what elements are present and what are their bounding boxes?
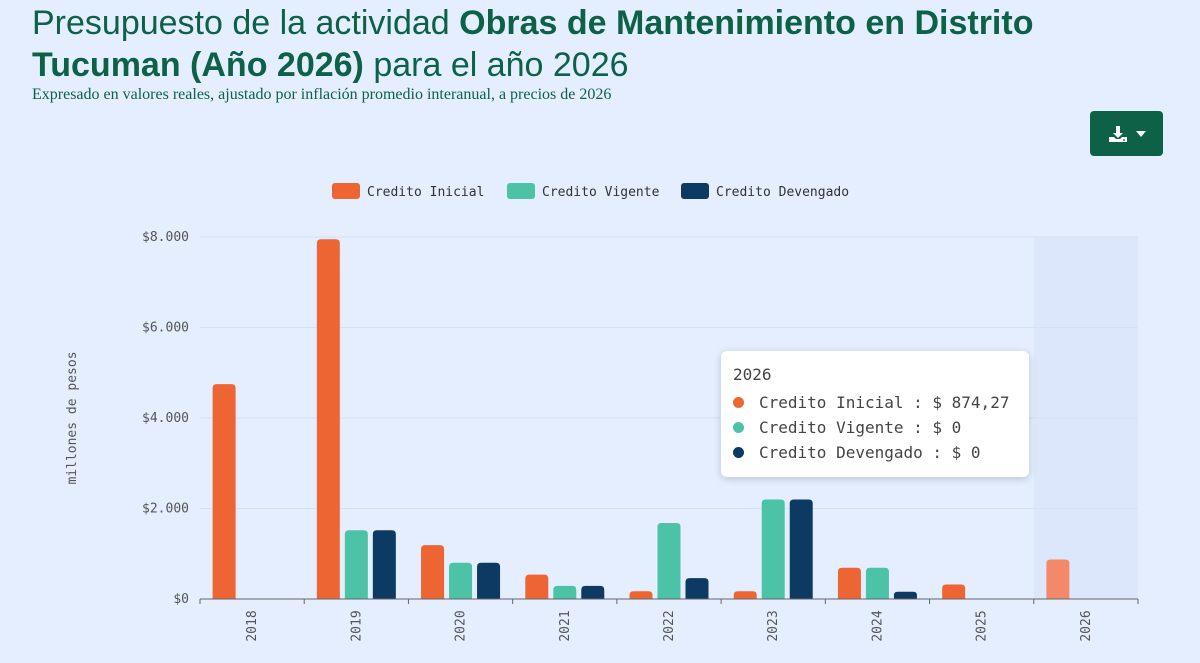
bar-credito-inicial-2020[interactable] — [421, 545, 445, 599]
tooltip-row-credito-devengado: Credito Devengado : $ 0 — [733, 440, 1029, 465]
y-tick-label: $2.000 — [142, 502, 189, 517]
legend-item-credito-vigente[interactable]: Credito Vigente — [507, 183, 660, 200]
bar-credito-vigente-2023[interactable] — [761, 499, 785, 599]
tooltip-dot-credito-vigente — [733, 422, 744, 433]
bar-credito-devengado-2021[interactable] — [581, 585, 605, 599]
y-tick-label: $6.000 — [142, 321, 189, 336]
x-tick-label-2025: 2025 — [975, 610, 990, 641]
bar-credito-inicial-2022[interactable] — [629, 591, 653, 599]
bar-credito-vigente-2024[interactable] — [865, 567, 889, 599]
bar-credito-inicial-2026[interactable] — [1046, 559, 1070, 599]
title-activity-name: Obras de Mantenimiento en Distrito Tucum… — [32, 4, 1034, 84]
bar-credito-devengado-2022[interactable] — [685, 578, 709, 599]
y-tick-label: $4.000 — [142, 411, 189, 426]
tooltip-dot-credito-inicial — [733, 397, 744, 408]
bar-credito-devengado-2020[interactable] — [477, 562, 501, 599]
x-tick-label-2020: 2020 — [454, 610, 469, 641]
bar-credito-inicial-2023[interactable] — [733, 591, 757, 599]
legend-swatch-credito-vigente — [507, 183, 535, 199]
chart-tooltip: 2026 Credito Inicial : $ 874,27 Credito … — [721, 351, 1029, 477]
legend-swatch-credito-inicial — [332, 183, 360, 199]
y-tick-label: $8.000 — [142, 230, 189, 245]
page-subtitle: Expresado en valores reales, ajustado po… — [32, 86, 612, 103]
tooltip-text-credito-devengado: Credito Devengado : $ 0 — [759, 443, 981, 462]
tooltip-text-credito-inicial: Credito Inicial : $ 874,27 — [759, 393, 1010, 412]
bar-credito-vigente-2022[interactable] — [657, 522, 681, 599]
bar-credito-devengado-2024[interactable] — [893, 591, 917, 599]
bar-credito-inicial-2025[interactable] — [942, 584, 966, 599]
bar-credito-devengado-2023[interactable] — [789, 499, 813, 599]
x-tick-label-2022: 2022 — [662, 610, 677, 641]
legend-label-credito-vigente: Credito Vigente — [542, 185, 660, 200]
bar-credito-inicial-2024[interactable] — [837, 567, 861, 599]
bar-credito-inicial-2018[interactable] — [212, 384, 236, 599]
tooltip-title: 2026 — [733, 365, 772, 384]
y-tick-label: $0 — [173, 592, 189, 607]
legend-item-credito-inicial[interactable]: Credito Inicial — [332, 183, 484, 200]
bar-credito-inicial-2019[interactable] — [316, 239, 340, 599]
x-tick-label-2024: 2024 — [870, 610, 885, 641]
tooltip-row-credito-vigente: Credito Vigente : $ 0 — [733, 415, 1029, 440]
bar-credito-vigente-2019[interactable] — [344, 530, 368, 599]
title-suffix: para el año 2026 — [363, 46, 629, 84]
tooltip-row-credito-inicial: Credito Inicial : $ 874,27 — [733, 390, 1029, 415]
caret-down-icon — [1135, 130, 1146, 137]
legend-item-credito-devengado[interactable]: Credito Devengado — [681, 183, 849, 200]
x-tick-label-2018: 2018 — [245, 610, 260, 641]
download-menu-button[interactable] — [1090, 111, 1163, 156]
y-axis-label: millones de pesos — [65, 351, 80, 484]
x-tick-label-2023: 2023 — [766, 610, 781, 641]
title-prefix: Presupuesto de la actividad — [32, 4, 460, 42]
x-tick-label-2026: 2026 — [1079, 610, 1094, 641]
legend-label-credito-devengado: Credito Devengado — [716, 185, 849, 200]
page-title: Presupuesto de la actividad Obras de Man… — [32, 2, 1132, 86]
bar-credito-vigente-2020[interactable] — [449, 562, 473, 599]
bar-credito-vigente-2021[interactable] — [553, 585, 577, 599]
tooltip-text-credito-vigente: Credito Vigente : $ 0 — [759, 418, 962, 437]
bar-credito-devengado-2019[interactable] — [372, 530, 396, 599]
legend-swatch-credito-devengado — [681, 183, 709, 199]
download-icon — [1108, 125, 1127, 142]
bar-credito-inicial-2021[interactable] — [525, 574, 549, 599]
x-tick-label-2021: 2021 — [558, 610, 573, 641]
legend-label-credito-inicial: Credito Inicial — [367, 185, 484, 200]
tooltip-dot-credito-devengado — [733, 447, 744, 458]
x-tick-label-2019: 2019 — [349, 610, 364, 641]
